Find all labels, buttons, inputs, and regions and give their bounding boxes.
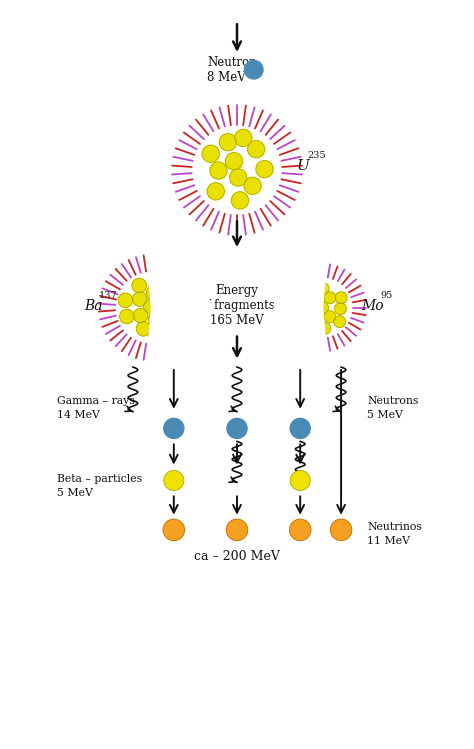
Circle shape [290,470,310,491]
Text: Ba: Ba [84,299,103,313]
Text: Energy: Energy [216,285,258,297]
Circle shape [229,169,247,186]
Circle shape [311,313,323,325]
Circle shape [244,178,261,195]
Circle shape [256,160,273,178]
Circle shape [202,145,219,163]
Circle shape [324,292,336,303]
Circle shape [235,130,252,147]
Wedge shape [319,276,355,339]
Circle shape [133,292,147,306]
Text: 137: 137 [99,291,118,300]
Text: 14 MeV: 14 MeV [57,410,100,419]
Circle shape [334,316,346,327]
Circle shape [219,133,237,151]
Circle shape [148,312,163,327]
Wedge shape [274,259,327,356]
Circle shape [247,141,265,158]
Wedge shape [146,249,210,366]
Text: 95: 95 [380,291,392,300]
Text: 5 MeV: 5 MeV [57,488,92,497]
Text: Gamma – rays: Gamma – rays [57,395,135,405]
Circle shape [335,303,346,315]
Circle shape [137,321,151,336]
Circle shape [132,279,146,293]
Circle shape [317,282,329,294]
Circle shape [148,327,163,342]
Circle shape [119,309,134,324]
Wedge shape [113,270,155,346]
Circle shape [146,285,161,300]
Circle shape [290,419,310,438]
Text: Neutrinos: Neutrinos [367,522,422,532]
Circle shape [231,192,248,209]
Circle shape [245,61,263,79]
Text: Neutron: Neutron [207,55,257,69]
Text: 235: 235 [307,151,326,160]
Circle shape [335,292,347,303]
Circle shape [227,419,247,438]
Text: 11 MeV: 11 MeV [367,536,410,546]
Text: of fragments: of fragments [199,300,275,312]
Text: 165 MeV: 165 MeV [210,314,264,327]
Circle shape [317,302,328,314]
Circle shape [210,162,227,179]
Circle shape [207,183,224,200]
Circle shape [225,153,243,170]
Circle shape [163,519,184,541]
Circle shape [134,309,148,323]
Text: ca – 200 MeV: ca – 200 MeV [194,551,280,563]
Circle shape [164,419,184,438]
Circle shape [144,300,158,314]
Circle shape [319,322,330,334]
Text: 8 MeV: 8 MeV [207,70,246,84]
Circle shape [324,311,336,323]
Circle shape [164,470,184,491]
Text: Neutrons: Neutrons [367,395,419,405]
Circle shape [290,519,311,541]
Text: U: U [296,160,310,173]
Text: Mo: Mo [362,299,384,313]
Circle shape [191,124,283,216]
Circle shape [226,519,248,541]
Text: Beta – particles: Beta – particles [57,473,142,484]
Circle shape [118,293,133,308]
Circle shape [330,519,352,541]
Text: 5 MeV: 5 MeV [367,410,403,419]
